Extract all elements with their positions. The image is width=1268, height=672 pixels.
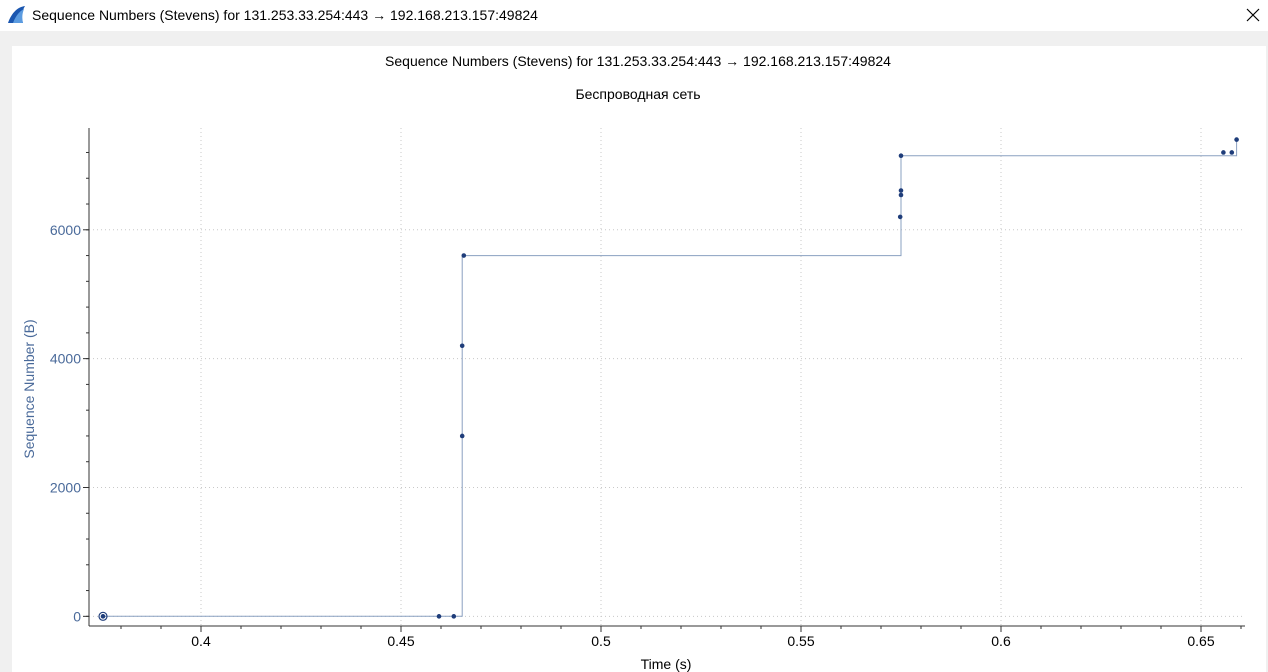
y-tick-label: 0 — [73, 608, 81, 624]
y-tick-label: 6000 — [50, 222, 81, 238]
x-tick-label: 0.5 — [591, 633, 611, 649]
data-point — [459, 343, 465, 349]
y-axis-label: Sequence Number (B) — [21, 319, 37, 458]
data-point — [436, 614, 442, 619]
data-point — [897, 214, 903, 220]
data-point — [1229, 150, 1235, 155]
x-tick-label: 0.45 — [387, 633, 414, 649]
data-point — [898, 188, 904, 193]
close-button[interactable] — [1238, 0, 1268, 30]
wireshark-fin-icon — [8, 6, 25, 23]
data-point — [1221, 150, 1226, 155]
x-tick-label: 0.55 — [787, 633, 814, 649]
data-point — [898, 153, 904, 159]
x-axis-label: Time (s) — [641, 656, 692, 672]
data-point — [451, 614, 457, 619]
title-bar: Sequence Numbers (Stevens) for 131.253.3… — [0, 0, 1268, 31]
data-point — [898, 192, 904, 198]
series-line — [103, 139, 1238, 617]
data-point — [459, 433, 465, 439]
data-point — [100, 614, 106, 619]
data-point — [1234, 137, 1239, 142]
chart-subtitle: Беспроводная сеть — [575, 86, 701, 102]
chart-title: Sequence Numbers (Stevens) for 131.253.3… — [385, 53, 891, 69]
data-point — [461, 253, 467, 258]
x-tick-label: 0.6 — [991, 633, 1011, 649]
window-title: Sequence Numbers (Stevens) for 131.253.3… — [32, 7, 538, 23]
x-tick-label: 0.4 — [191, 633, 211, 649]
y-tick-label: 2000 — [50, 479, 81, 495]
close-icon — [1246, 8, 1260, 22]
y-tick-label: 4000 — [50, 351, 81, 367]
x-tick-label: 0.65 — [1187, 633, 1214, 649]
selected-point-marker — [98, 611, 108, 621]
